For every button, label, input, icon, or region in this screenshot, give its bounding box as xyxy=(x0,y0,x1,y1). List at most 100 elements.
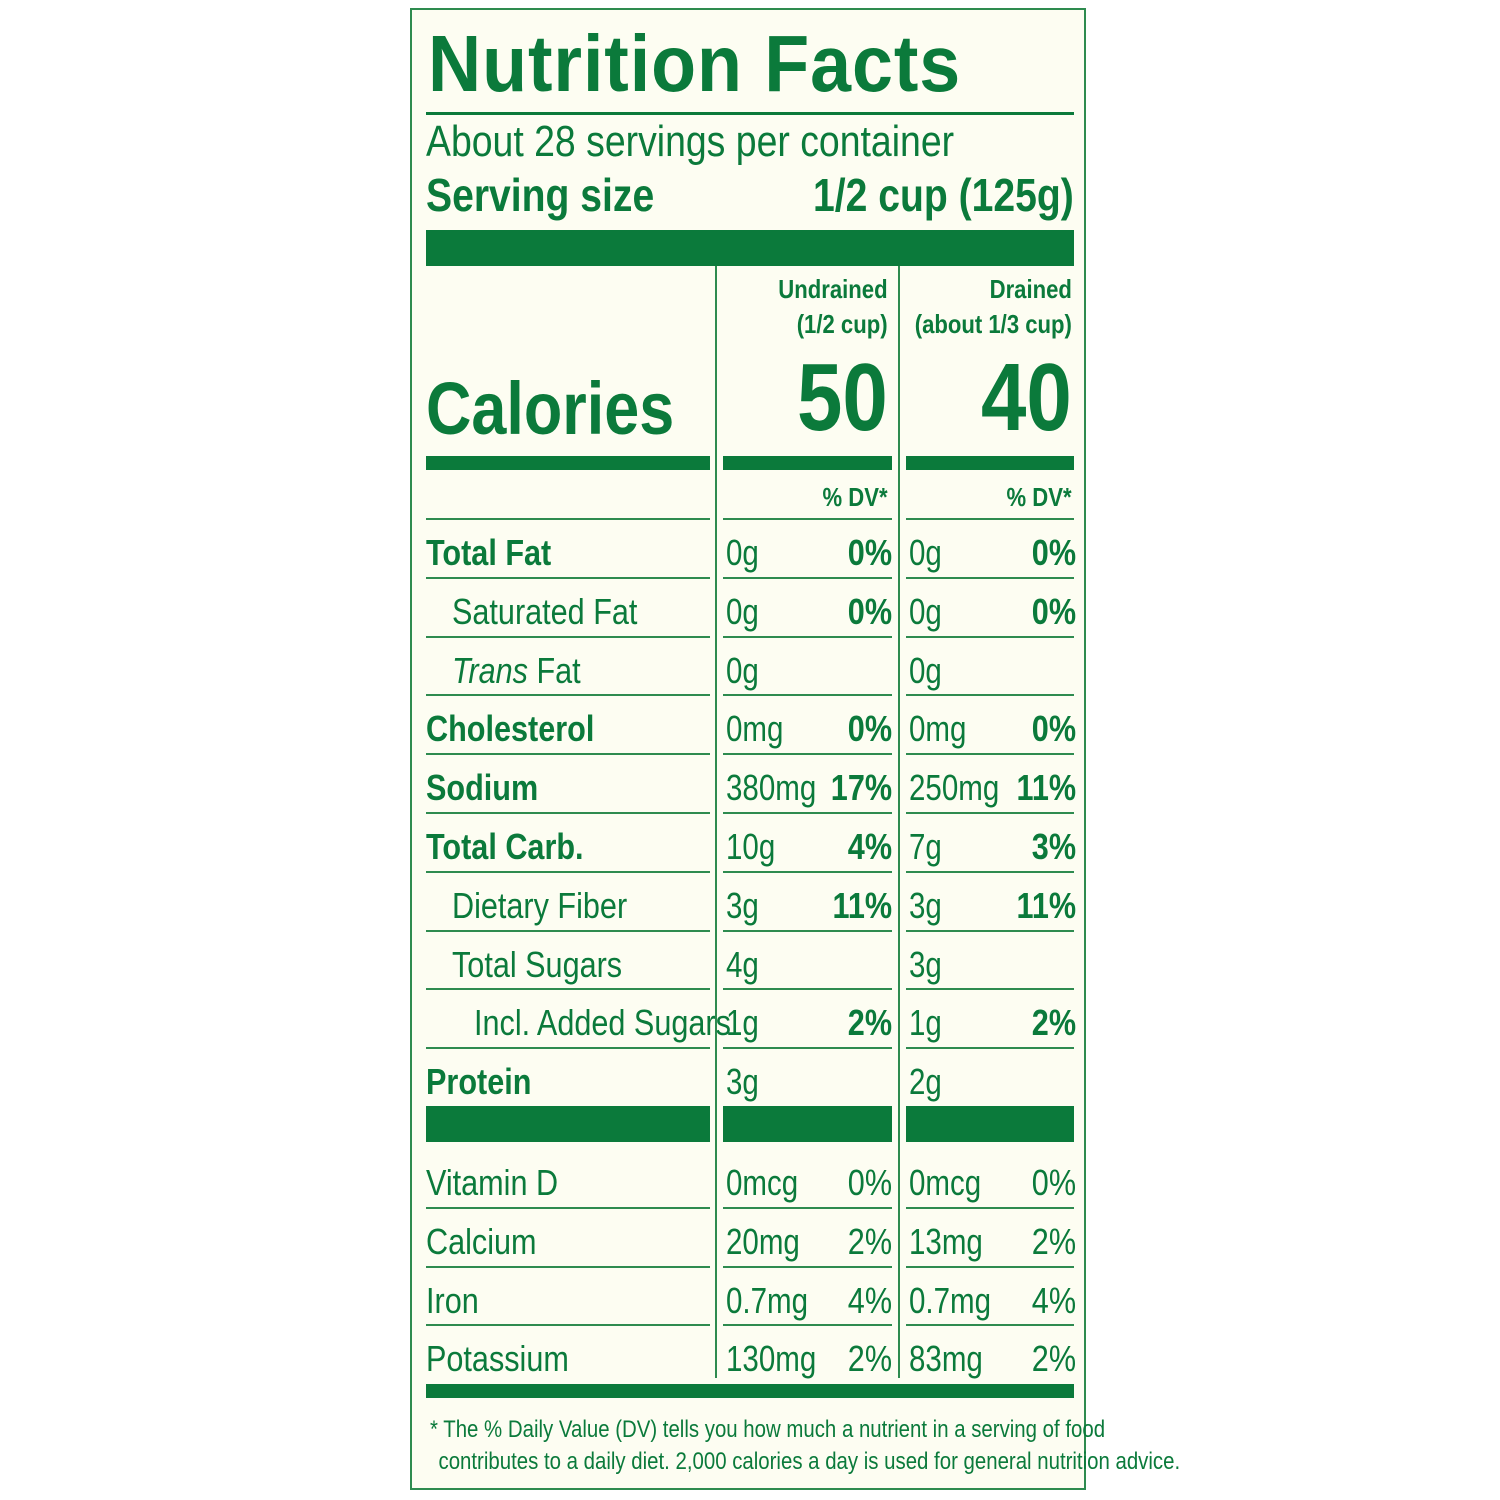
thick-bar-bottom xyxy=(426,1384,1074,1398)
nutrients-row: Total Fat 0g 0% 0g 0% xyxy=(412,524,1088,582)
row-separator xyxy=(906,636,1074,638)
undrained-dv: 0% xyxy=(847,708,892,749)
undrained-amount: 4g xyxy=(726,944,759,985)
row-separator xyxy=(906,694,1074,696)
undrained-dv: 11% xyxy=(832,885,892,926)
footnote-line-2: contributes to a daily diet. 2,000 calor… xyxy=(438,1448,1181,1475)
vitamins-row: Vitamin D 0mcg 0% 0mcg 0% xyxy=(412,1154,1088,1212)
drained-amount: 0mg xyxy=(909,708,967,749)
thick-bar-vitamins-3 xyxy=(906,1106,1074,1142)
drained-amount: 2g xyxy=(909,1061,942,1102)
serving-size-label: Serving size xyxy=(426,169,655,221)
nutrients-row: Incl. Added Sugars 1g 2% 1g 2% xyxy=(412,994,1088,1052)
nutrition-facts-panel: Nutrition Facts About 28 servings per co… xyxy=(410,8,1181,1490)
row-separator xyxy=(906,988,1074,990)
row-separator xyxy=(426,753,710,755)
column-divider-1 xyxy=(715,266,717,1378)
row-separator xyxy=(426,1324,710,1326)
nutrients-row: Dietary Fiber 3g 11% 3g 11% xyxy=(412,877,1088,935)
drained-amount: 0g xyxy=(909,650,942,691)
nutrient-name: Incl. Added Sugars xyxy=(474,1002,731,1043)
undrained-dv: 4% xyxy=(847,1280,892,1321)
drained-header: Drained (about 1/3 cup) xyxy=(915,272,1072,342)
undrained-amount: 380mg xyxy=(726,767,817,808)
undrained-amount: 20mg xyxy=(726,1221,800,1262)
undrained-dv: 0% xyxy=(847,1162,892,1203)
row-separator xyxy=(906,753,1074,755)
row-separator xyxy=(723,518,892,520)
drained-dv: 4% xyxy=(1031,1280,1076,1321)
drained-dv: 0% xyxy=(1031,1162,1076,1203)
thick-bar-vitamins-1 xyxy=(426,1106,710,1142)
row-separator xyxy=(723,694,892,696)
vitamins-row: Calcium 20mg 2% 13mg 2% xyxy=(412,1213,1088,1271)
row-separator xyxy=(426,518,710,520)
nutrient-name: Iron xyxy=(426,1280,479,1321)
undrained-header-line2: (1/2 cup) xyxy=(797,309,888,339)
undrained-amount: 1g xyxy=(726,1002,759,1043)
drained-dv: 11% xyxy=(1016,767,1076,808)
drained-header-line2: (about 1/3 cup) xyxy=(914,309,1072,339)
nutrients-row: Trans Fat 0g 0g xyxy=(412,642,1088,700)
calories-label: Calories xyxy=(426,367,675,450)
drained-amount: 3g xyxy=(909,944,942,985)
drained-amount: 0g xyxy=(909,532,942,573)
drained-amount: 83mg xyxy=(909,1338,983,1379)
row-separator xyxy=(906,930,1074,932)
drained-amount: 0mcg xyxy=(909,1162,982,1203)
row-separator xyxy=(723,577,892,579)
drained-dv: 11% xyxy=(1016,885,1076,926)
nutrient-name: Vitamin D xyxy=(426,1162,559,1203)
row-separator xyxy=(906,871,1074,873)
undrained-amount: 10g xyxy=(726,826,776,867)
undrained-amount: 0.7mg xyxy=(726,1280,809,1321)
column-divider-2 xyxy=(898,266,900,1378)
row-separator xyxy=(906,1324,1074,1326)
undrained-dv: 0% xyxy=(847,591,892,632)
row-separator xyxy=(723,812,892,814)
footnote-line-1: * The % Daily Value (DV) tells you how m… xyxy=(430,1416,1106,1443)
nutrients-row: Total Carb. 10g 4% 7g 3% xyxy=(412,818,1088,876)
undrained-dv: 0% xyxy=(847,532,892,573)
vitamins-row: Iron 0.7mg 4% 0.7mg 4% xyxy=(412,1272,1088,1330)
nutrients-row: Cholesterol 0mg 0% 0mg 0% xyxy=(412,700,1088,758)
undrained-dv: 17% xyxy=(830,767,892,808)
undrained-dv: 4% xyxy=(847,826,892,867)
undrained-header-line1: Undrained xyxy=(778,274,888,304)
undrained-amount: 130mg xyxy=(726,1338,817,1379)
nutrient-name: Trans Fat xyxy=(452,642,581,700)
row-separator xyxy=(906,577,1074,579)
nutrient-name: Sodium xyxy=(426,767,539,808)
row-separator xyxy=(426,930,710,932)
row-separator xyxy=(906,1266,1074,1268)
drained-dv-header: % DV* xyxy=(1006,482,1072,512)
nutrient-name: Calcium xyxy=(426,1221,537,1262)
row-separator xyxy=(426,871,710,873)
drained-dv: 2% xyxy=(1031,1002,1076,1043)
undrained-amount: 0g xyxy=(726,532,759,573)
row-separator xyxy=(723,930,892,932)
row-separator xyxy=(723,753,892,755)
row-separator xyxy=(723,1324,892,1326)
drained-dv: 0% xyxy=(1031,532,1076,573)
row-separator xyxy=(723,636,892,638)
panel-title: Nutrition Facts xyxy=(428,19,962,108)
undrained-amount: 0mcg xyxy=(726,1162,799,1203)
thick-bar-top xyxy=(426,230,1074,266)
nutrient-name: Saturated Fat xyxy=(452,591,638,632)
drained-dv: 0% xyxy=(1031,708,1076,749)
row-separator xyxy=(723,1266,892,1268)
undrained-dv: 2% xyxy=(847,1002,892,1043)
row-separator xyxy=(426,812,710,814)
calories-bar-3 xyxy=(906,456,1074,470)
row-separator xyxy=(426,1207,710,1209)
drained-amount: 1g xyxy=(909,1002,942,1043)
drained-dv: 2% xyxy=(1031,1221,1076,1262)
nutrient-name: Dietary Fiber xyxy=(452,885,628,926)
undrained-amount: 3g xyxy=(726,885,759,926)
drained-amount: 0.7mg xyxy=(909,1280,992,1321)
footnote: * The % Daily Value (DV) tells you how m… xyxy=(430,1414,1181,1478)
nutrient-name-rest: Fat xyxy=(527,650,581,691)
row-separator xyxy=(906,812,1074,814)
undrained-amount: 0mg xyxy=(726,708,784,749)
